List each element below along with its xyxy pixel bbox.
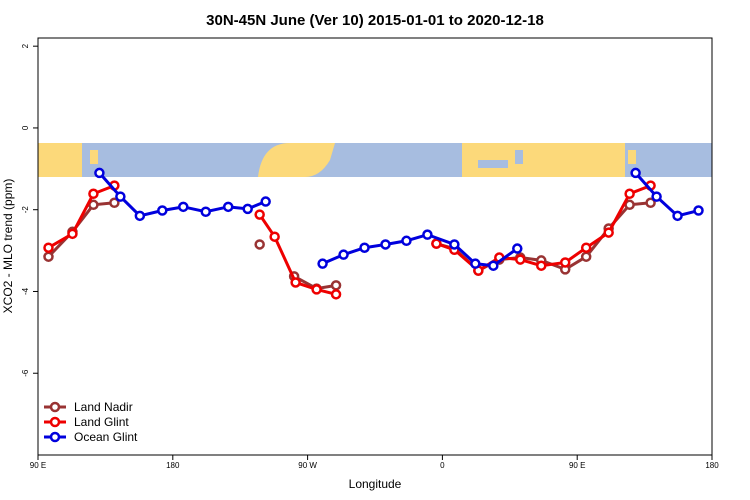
- point: [134, 210, 146, 222]
- land: [38, 143, 82, 177]
- x-tick-label: 90 W: [298, 461, 317, 470]
- land: [258, 143, 335, 177]
- y-tick-label: 2: [21, 43, 30, 48]
- point: [88, 199, 99, 211]
- point: [43, 251, 54, 262]
- x-tick-label: 90 E: [569, 461, 585, 470]
- point: [43, 242, 54, 253]
- point: [200, 206, 212, 217]
- point: [338, 249, 349, 260]
- legend-label: Land Nadir: [74, 400, 133, 414]
- point: [88, 188, 99, 200]
- point: [242, 203, 253, 215]
- x-tick-label: 0: [440, 461, 445, 470]
- point: [422, 229, 433, 240]
- point: [380, 239, 391, 250]
- point: [311, 284, 322, 295]
- point: [115, 191, 126, 202]
- series-line: [98, 171, 699, 268]
- legend-marker: [49, 416, 61, 428]
- point: [431, 238, 442, 249]
- point: [359, 242, 370, 253]
- point: [178, 201, 189, 213]
- point: [515, 254, 526, 265]
- y-tick-label: -4: [21, 287, 30, 295]
- point: [94, 167, 105, 179]
- point: [536, 260, 547, 271]
- point: [559, 257, 571, 268]
- x-tick-label: 180: [705, 461, 719, 470]
- point: [269, 231, 280, 242]
- point: [512, 243, 523, 254]
- point: [624, 188, 635, 200]
- point: [693, 205, 704, 216]
- point: [603, 227, 614, 238]
- y-axis-label: XCO2 - MLO trend (ppm): [1, 179, 15, 314]
- point: [624, 199, 635, 211]
- point: [330, 280, 342, 291]
- legend-marker: [49, 401, 61, 413]
- land: [90, 150, 98, 164]
- point: [109, 197, 120, 209]
- point: [449, 239, 460, 250]
- point: [580, 251, 592, 262]
- point: [317, 258, 328, 269]
- y-tick-label: 0: [21, 125, 30, 130]
- point: [580, 242, 592, 253]
- point: [290, 277, 301, 288]
- point: [330, 289, 342, 300]
- sea: [478, 160, 508, 168]
- y-tick-label: -6: [21, 369, 30, 377]
- x-tick-label: 180: [166, 461, 180, 470]
- sea: [515, 150, 523, 164]
- point: [67, 228, 78, 240]
- x-axis-label: Longitude: [349, 477, 402, 491]
- point: [254, 209, 265, 220]
- chart-title: 30N-45N June (Ver 10) 2015-01-01 to 2020…: [206, 12, 544, 29]
- point: [651, 191, 662, 202]
- point: [645, 197, 656, 209]
- point: [401, 235, 412, 247]
- point: [488, 260, 499, 271]
- legend-marker: [49, 431, 61, 443]
- series-line: [47, 184, 652, 296]
- plot-frame: [37, 37, 713, 456]
- point: [672, 210, 683, 222]
- legend-label: Ocean Glint: [74, 430, 138, 444]
- legend-label: Land Glint: [74, 415, 129, 429]
- point: [254, 239, 265, 250]
- x-tick-label: 90 E: [30, 461, 46, 470]
- point: [470, 258, 481, 269]
- map-band: [38, 143, 712, 177]
- point: [630, 167, 641, 179]
- point: [222, 201, 234, 213]
- y-tick-label: -2: [21, 206, 30, 214]
- point: [157, 205, 168, 216]
- point: [260, 196, 271, 207]
- land: [628, 150, 636, 164]
